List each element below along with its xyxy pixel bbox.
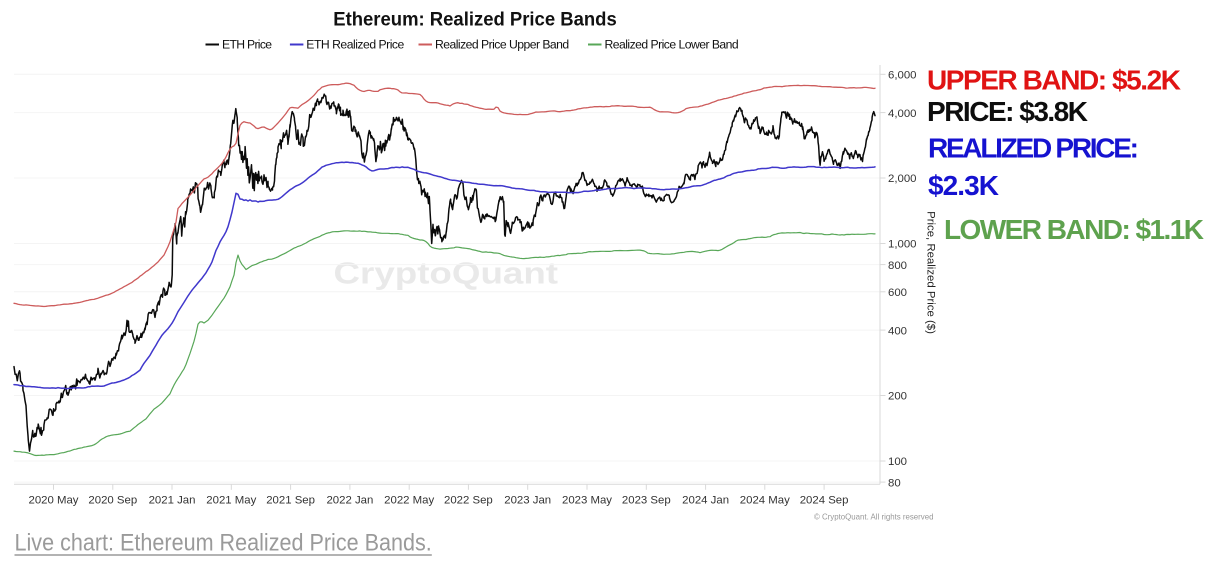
svg-text:Realized Price Lower Band: Realized Price Lower Band: [605, 38, 739, 52]
svg-text:$2.3K: $2.3K: [928, 170, 999, 201]
svg-text:4,000: 4,000: [888, 108, 917, 120]
svg-text:LOWER BAND: $1.1K: LOWER BAND: $1.1K: [944, 214, 1204, 245]
svg-text:2024 May: 2024 May: [740, 495, 790, 507]
svg-text:400: 400: [888, 325, 907, 337]
svg-text:2020 Sep: 2020 Sep: [88, 495, 137, 507]
svg-text:Realized Price Upper Band: Realized Price Upper Band: [435, 38, 569, 52]
svg-text:Ethereum: Realized Price Bands: Ethereum: Realized Price Bands: [333, 9, 617, 31]
svg-text:80: 80: [888, 477, 901, 489]
svg-text:ETH Realized Price: ETH Realized Price: [306, 38, 404, 52]
svg-text:2021 May: 2021 May: [206, 495, 256, 507]
svg-text:200: 200: [888, 391, 907, 403]
svg-text:CryptoQuant: CryptoQuant: [334, 257, 559, 291]
svg-text:600: 600: [888, 287, 907, 299]
svg-text:2020 May: 2020 May: [28, 495, 78, 507]
svg-text:© CryptoQuant. All rights rese: © CryptoQuant. All rights reserved: [814, 511, 934, 521]
svg-text:2022 May: 2022 May: [384, 495, 434, 507]
svg-text:REALIZED PRICE:: REALIZED PRICE:: [928, 133, 1139, 164]
svg-text:2024 Sep: 2024 Sep: [800, 495, 849, 507]
svg-text:800: 800: [888, 260, 907, 272]
svg-text:100: 100: [888, 456, 907, 468]
svg-text:Price, Realized Price ($): Price, Realized Price ($): [925, 211, 937, 334]
svg-text:1,000: 1,000: [888, 239, 917, 251]
svg-text:6,000: 6,000: [888, 70, 917, 82]
svg-text:2023 Sep: 2023 Sep: [622, 495, 671, 507]
svg-text:2022 Jan: 2022 Jan: [326, 495, 373, 507]
svg-text:2023 Jan: 2023 Jan: [504, 495, 551, 507]
svg-text:2021 Jan: 2021 Jan: [149, 495, 196, 507]
svg-text:UPPER BAND: $5.2K: UPPER BAND: $5.2K: [927, 65, 1181, 96]
svg-text:2021 Sep: 2021 Sep: [266, 495, 315, 507]
svg-text:2,000: 2,000: [888, 173, 917, 185]
svg-text:ETH Price: ETH Price: [222, 38, 272, 52]
svg-text:2023 May: 2023 May: [562, 495, 612, 507]
svg-text:PRICE: $3.8K: PRICE: $3.8K: [927, 96, 1088, 127]
svg-text:2024 Jan: 2024 Jan: [682, 495, 729, 507]
svg-text:2022 Sep: 2022 Sep: [444, 495, 493, 507]
svg-text:Live chart: Ethereum Realized: Live chart: Ethereum Realized Price Band…: [15, 530, 432, 557]
